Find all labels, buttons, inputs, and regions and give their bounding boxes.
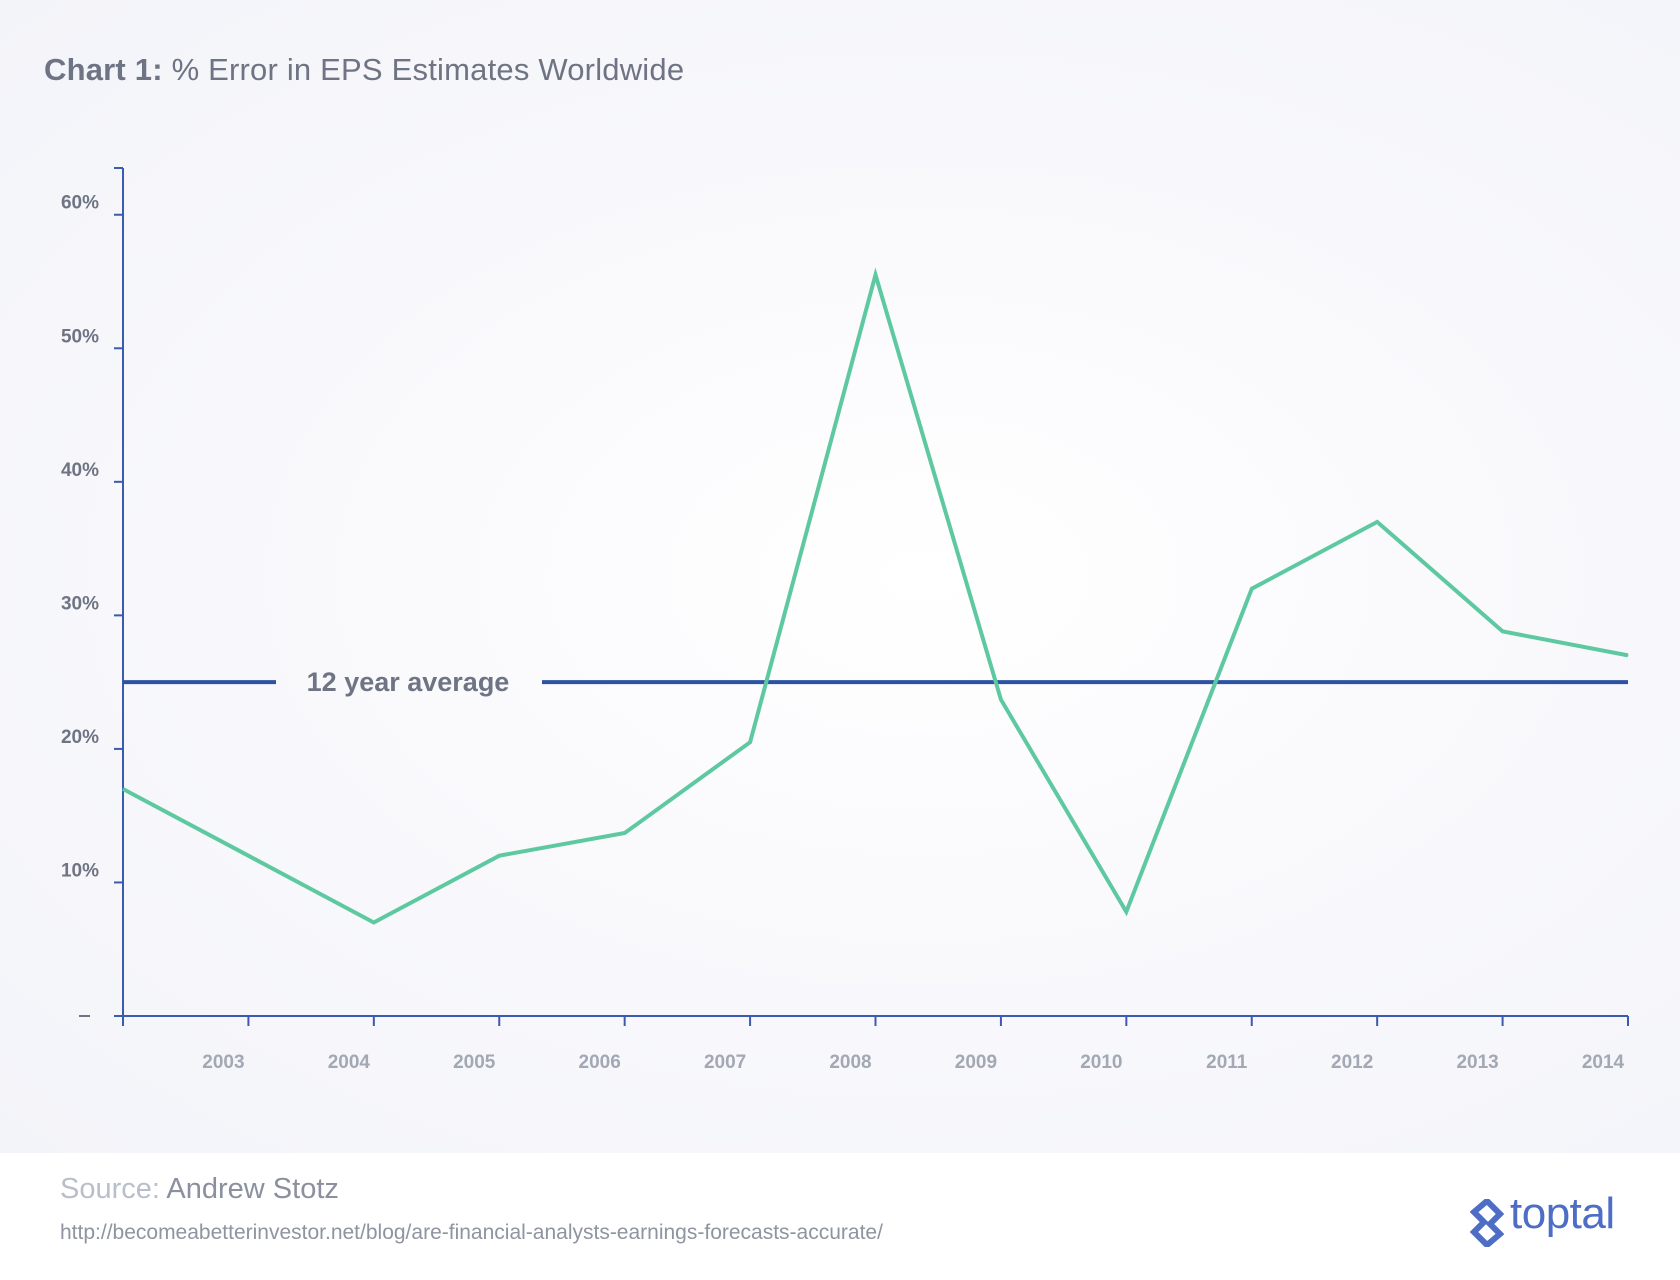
data-point [1251, 588, 1253, 590]
data-point [498, 855, 500, 857]
chart-title-text: % Error in EPS Estimates Worldwide [171, 52, 685, 87]
source-url[interactable]: http://becomeabetterinvestor.net/blog/ar… [60, 1221, 883, 1244]
x-tick-label: 2006 [579, 1052, 621, 1073]
y-tick-label: 20% [61, 727, 99, 748]
y-tick-label: 30% [61, 593, 99, 614]
line-chart: 10% 20% 30% 40% 50% 60% 2003 2004 2005 2006 2007 20… [61, 167, 1629, 1073]
footer: Source: Andrew Stotz http://becomeabette… [0, 1153, 1680, 1280]
x-tick-label: 2005 [453, 1052, 496, 1073]
x-tick-label: 2008 [829, 1052, 871, 1073]
y-tick-label: 50% [61, 326, 99, 347]
data-point [373, 922, 375, 924]
data-point [122, 788, 124, 790]
data-point [1376, 521, 1378, 523]
data-point [1502, 630, 1504, 632]
series-line [122, 267, 1629, 925]
toptal-logo-icon [1470, 1199, 1504, 1247]
source-label: Source: [60, 1173, 160, 1205]
data-point [1125, 911, 1127, 913]
chart-title: Chart 1: % Error in EPS Estimates Worldw… [44, 52, 684, 88]
source-credit: Source: Andrew Stotz [60, 1173, 339, 1206]
data-point [1627, 654, 1629, 656]
x-tick-label: 2012 [1331, 1052, 1373, 1073]
x-tick-label: 2014 [1582, 1052, 1625, 1073]
y-tick-label: 60% [61, 193, 99, 214]
x-tick-label: 2009 [955, 1052, 997, 1073]
x-tick-label: 2010 [1080, 1052, 1122, 1073]
y-tick-label: 10% [61, 860, 99, 881]
source-name: Andrew Stotz [166, 1173, 339, 1205]
data-point [749, 741, 751, 743]
data-point [247, 855, 249, 857]
average-line-label: 12 year average [307, 667, 510, 697]
x-tick-label: 2013 [1456, 1052, 1498, 1073]
toptal-logo-text: toptal [1510, 1189, 1615, 1238]
data-point [624, 832, 626, 834]
toptal-logo: toptal [1470, 1189, 1630, 1249]
y-tick-label: 40% [61, 460, 99, 481]
x-tick-label: 2003 [202, 1052, 244, 1073]
x-tick-label: 2004 [328, 1052, 371, 1073]
x-tick-label: 2011 [1206, 1052, 1248, 1073]
chart-title-bold: Chart 1: [44, 52, 163, 87]
chart-area: Chart 1: % Error in EPS Estimates Worldw… [0, 0, 1680, 1153]
x-tick-label: 2007 [704, 1052, 746, 1073]
data-point [875, 274, 876, 276]
data-point [1000, 699, 1002, 701]
